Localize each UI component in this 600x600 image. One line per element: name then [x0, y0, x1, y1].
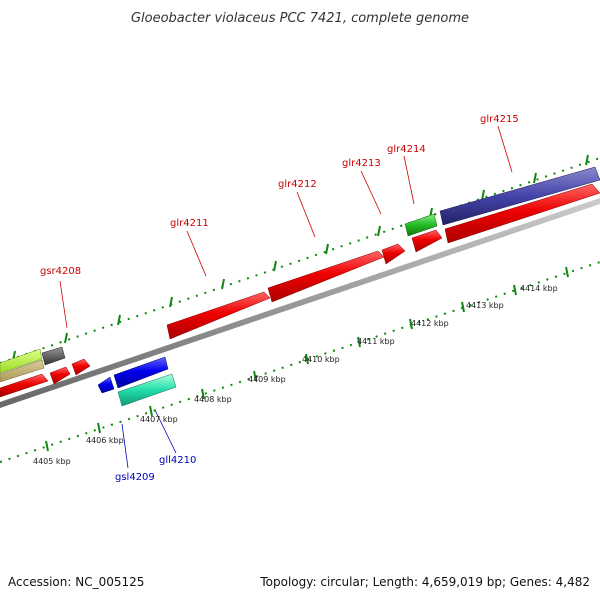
kbp-label: 4405 kbp [33, 457, 71, 466]
gene-arrow[interactable] [404, 213, 438, 237]
gene-arrow[interactable] [381, 243, 406, 265]
inner-ruler [0, 261, 600, 463]
gene-arrow[interactable] [113, 356, 169, 389]
gene-arrow[interactable] [41, 346, 66, 366]
kbp-label: 4413 kbp [466, 301, 504, 310]
gene-arrow[interactable] [411, 229, 443, 253]
gene-label[interactable]: glr4214 [387, 144, 426, 155]
gene-label[interactable]: gll4210 [159, 455, 196, 466]
gene-arrow[interactable] [0, 348, 43, 374]
gene-arrow[interactable] [0, 373, 49, 398]
gene-label[interactable]: gsl4209 [115, 472, 155, 483]
kbp-label: 4411 kbp [357, 337, 395, 346]
gene-arrow[interactable] [0, 359, 45, 383]
kbp-label: 4408 kbp [194, 395, 232, 404]
kbp-label: 4406 kbp [86, 436, 124, 445]
genome-backbone [0, 198, 600, 408]
gene-arrow[interactable] [49, 366, 71, 385]
kbp-labels: 4405 kbp 4406 kbp 4407 kbp 4408 kbp 4409… [33, 284, 558, 466]
gene-label[interactable]: gsr4208 [40, 266, 81, 277]
gene-arrow[interactable] [439, 166, 600, 226]
gene-label[interactable]: glr4211 [170, 218, 209, 229]
reverse-gene-labels: gsl4209 gll4210 [115, 455, 196, 483]
gene-arrow[interactable] [444, 183, 600, 244]
gene-label[interactable]: glr4215 [480, 114, 519, 125]
gene-arrow[interactable] [166, 291, 271, 340]
gene-arrow[interactable] [97, 376, 115, 394]
kbp-label: 4409 kbp [248, 375, 286, 384]
reverse-genes [97, 356, 177, 407]
kbp-label: 4414 kbp [520, 284, 558, 293]
kbp-label: 4407 kbp [140, 415, 178, 424]
forward-gene-labels: gsr4208 glr4211 glr4212 glr4213 glr4214 … [40, 114, 519, 277]
map-title: Gloeobacter violaceus PCC 7421, complete… [131, 11, 469, 26]
gene-label[interactable]: glr4213 [342, 158, 381, 169]
kbp-label: 4412 kbp [411, 319, 449, 328]
gene-arrow[interactable] [117, 373, 177, 407]
forward-genes [0, 166, 600, 398]
accession-text: Accession: NC_005125 [8, 575, 144, 589]
label-leaders [59, 125, 513, 469]
gene-label[interactable]: glr4212 [278, 179, 317, 190]
kbp-label: 4410 kbp [302, 355, 340, 364]
gene-arrow[interactable] [71, 358, 91, 376]
genome-summary-text: Topology: circular; Length: 4,659,019 bp… [259, 575, 590, 589]
